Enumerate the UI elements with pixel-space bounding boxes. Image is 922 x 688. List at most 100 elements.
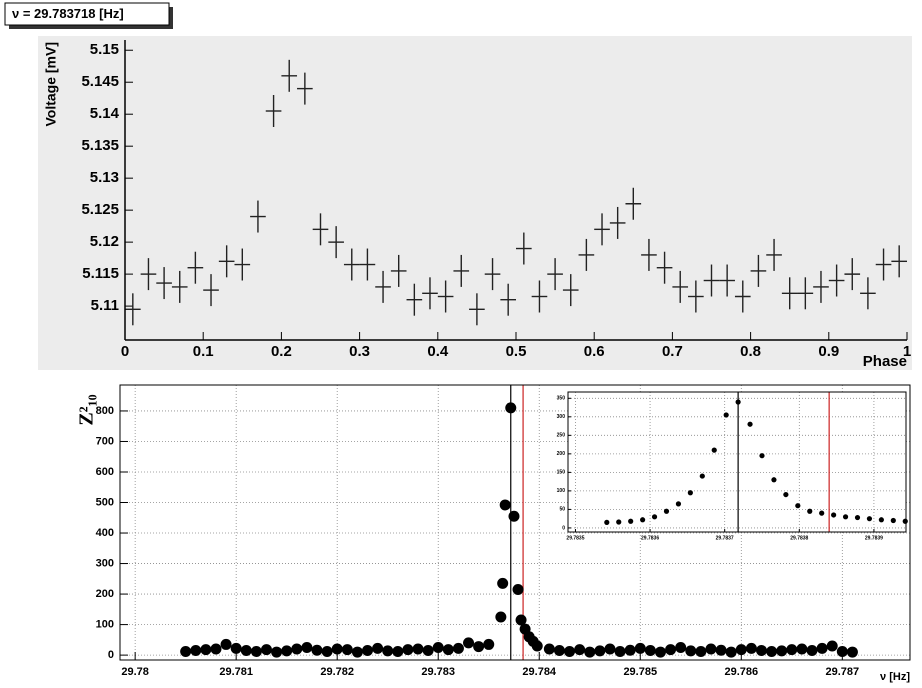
data-point [614,645,626,657]
data-point [902,518,908,524]
x-tick-label: 29.787 [825,666,859,678]
data-point [604,519,610,525]
data-point [695,645,707,657]
error-bar [406,283,423,316]
error-bar [750,254,767,287]
data-point [362,645,374,657]
data-point [816,642,828,654]
data-point [210,643,222,655]
data-point [675,501,682,507]
data-point [432,641,444,653]
error-bar [734,280,751,313]
error-bar [390,254,407,287]
data-point [685,645,697,657]
data-point [771,477,777,483]
data-point [382,645,394,657]
data-point [616,519,622,525]
x-tick-label: 0.5 [506,343,527,360]
data-point [723,412,729,418]
data-point [634,642,646,654]
data-point [826,640,838,652]
data-point [783,491,789,498]
error-bar [516,232,532,265]
data-point [795,503,801,509]
data-point [442,644,454,656]
data-point [759,453,765,459]
data-point [200,644,212,656]
data-point [180,645,192,657]
data-point [311,644,323,656]
y-tick-label: 50 [559,507,565,513]
error-bar [359,248,376,281]
data-point [766,645,778,657]
data-point [735,399,741,405]
data-point [640,517,646,523]
y-tick-label: 700 [96,435,114,447]
data-point [878,517,884,523]
y-tick-label: 100 [96,619,114,631]
error-bar [343,248,360,281]
x-tick-label: 29.7836 [641,535,659,541]
data-point [796,643,808,655]
data-point [594,645,606,657]
x-axis-label: ν [Hz] [880,671,910,683]
data-point [402,644,414,656]
x-tick-label: 29.78 [121,666,149,678]
error-bar [860,277,876,310]
data-point [543,643,555,655]
data-point [553,645,565,657]
y-tick-label: 500 [96,496,114,508]
x-tick-label: 0.6 [584,343,605,360]
x-tick-label: 0.9 [818,343,839,360]
data-point [321,645,333,657]
data-point [628,518,634,524]
y-axis-label: Voltage [mV] [43,42,59,127]
y-tick-label: 5.15 [90,41,119,58]
error-bar [312,213,329,246]
data-point [854,514,861,521]
data-point [505,402,517,414]
data-point [372,642,384,654]
error-bar [609,206,626,239]
data-point [745,642,757,654]
error-bar [781,277,798,310]
data-point [755,645,767,657]
data-point [483,638,495,650]
error-bar [171,270,188,303]
data-point [515,614,527,626]
data-point [715,644,727,656]
error-bar [797,277,814,310]
data-point [705,643,717,655]
data-point [776,645,788,657]
data-point [831,512,837,518]
data-point [495,611,507,623]
data-point [230,642,242,654]
x-tick-label: 29.7839 [865,535,883,541]
y-axis-label: Z²₁₀ [76,394,98,425]
data-point [786,644,798,656]
error-bar [328,226,344,259]
data-point [463,637,475,649]
x-tick-label: 29.785 [623,666,657,678]
error-bar [453,254,470,287]
error-bar [672,270,689,303]
data-point [271,646,283,658]
y-tick-label: 5.11 [91,297,119,314]
x-tick-label: 29.782 [320,666,354,678]
data-point [747,421,753,427]
y-tick-label: 0 [562,525,565,531]
y-tick-label: 600 [96,466,114,478]
x-tick-label: 0.3 [349,343,370,360]
error-bar [688,280,704,313]
y-tick-label: 400 [96,527,114,539]
error-bar [250,200,266,233]
error-bar [187,251,204,284]
error-bar [703,264,720,297]
data-point [412,643,424,655]
y-tick-label: 0 [108,649,114,661]
error-bar [719,264,735,297]
data-point [341,644,353,656]
top-panel [38,36,912,370]
plot-background [568,392,906,532]
x-axis-label: Phase [863,353,907,370]
